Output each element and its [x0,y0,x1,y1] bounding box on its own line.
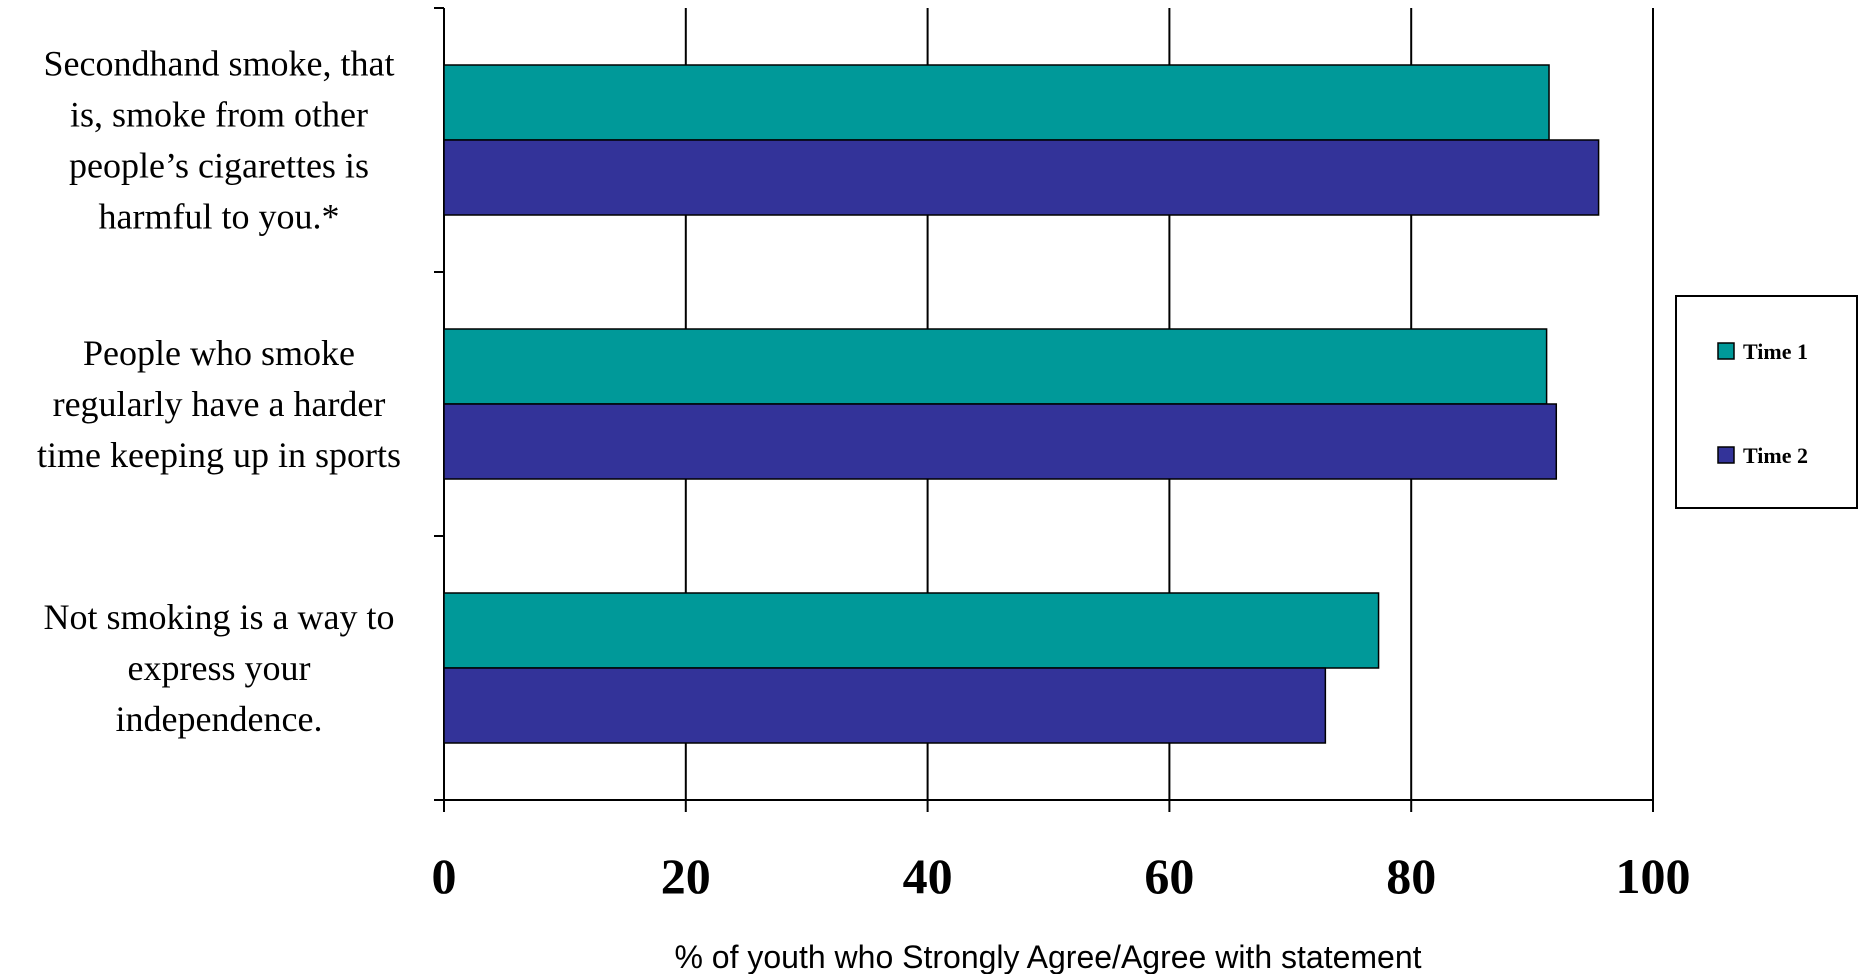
x-tick-label: 20 [661,848,711,904]
category-label: Not smoking is a way to express your indep… [44,597,395,739]
x-tick-label: 0 [432,848,457,904]
legend-swatch [1717,342,1735,360]
category-label: Secondhand smoke, that is, smoke from oth… [44,44,395,237]
x-tick-label: 100 [1616,848,1691,904]
bar-time-2 [443,667,1327,744]
legend-box [1675,295,1858,509]
bar-time-2 [443,403,1558,480]
legend-swatch [1717,446,1735,464]
x-tick-label: 40 [903,848,953,904]
legend-label: Time 1 [1743,339,1808,364]
category-label: People who smoke regularly have a harder t… [37,333,401,475]
x-tick-label: 80 [1386,848,1436,904]
legend-label: Time 2 [1743,443,1808,468]
bar-time-1 [443,64,1550,141]
bar-time-2 [443,139,1600,216]
bar-time-1 [443,328,1548,405]
bar-time-1 [443,592,1380,669]
x-axis-title: % of youth who Strongly Agree/Agree with… [674,939,1421,974]
x-tick-label: 60 [1144,848,1194,904]
